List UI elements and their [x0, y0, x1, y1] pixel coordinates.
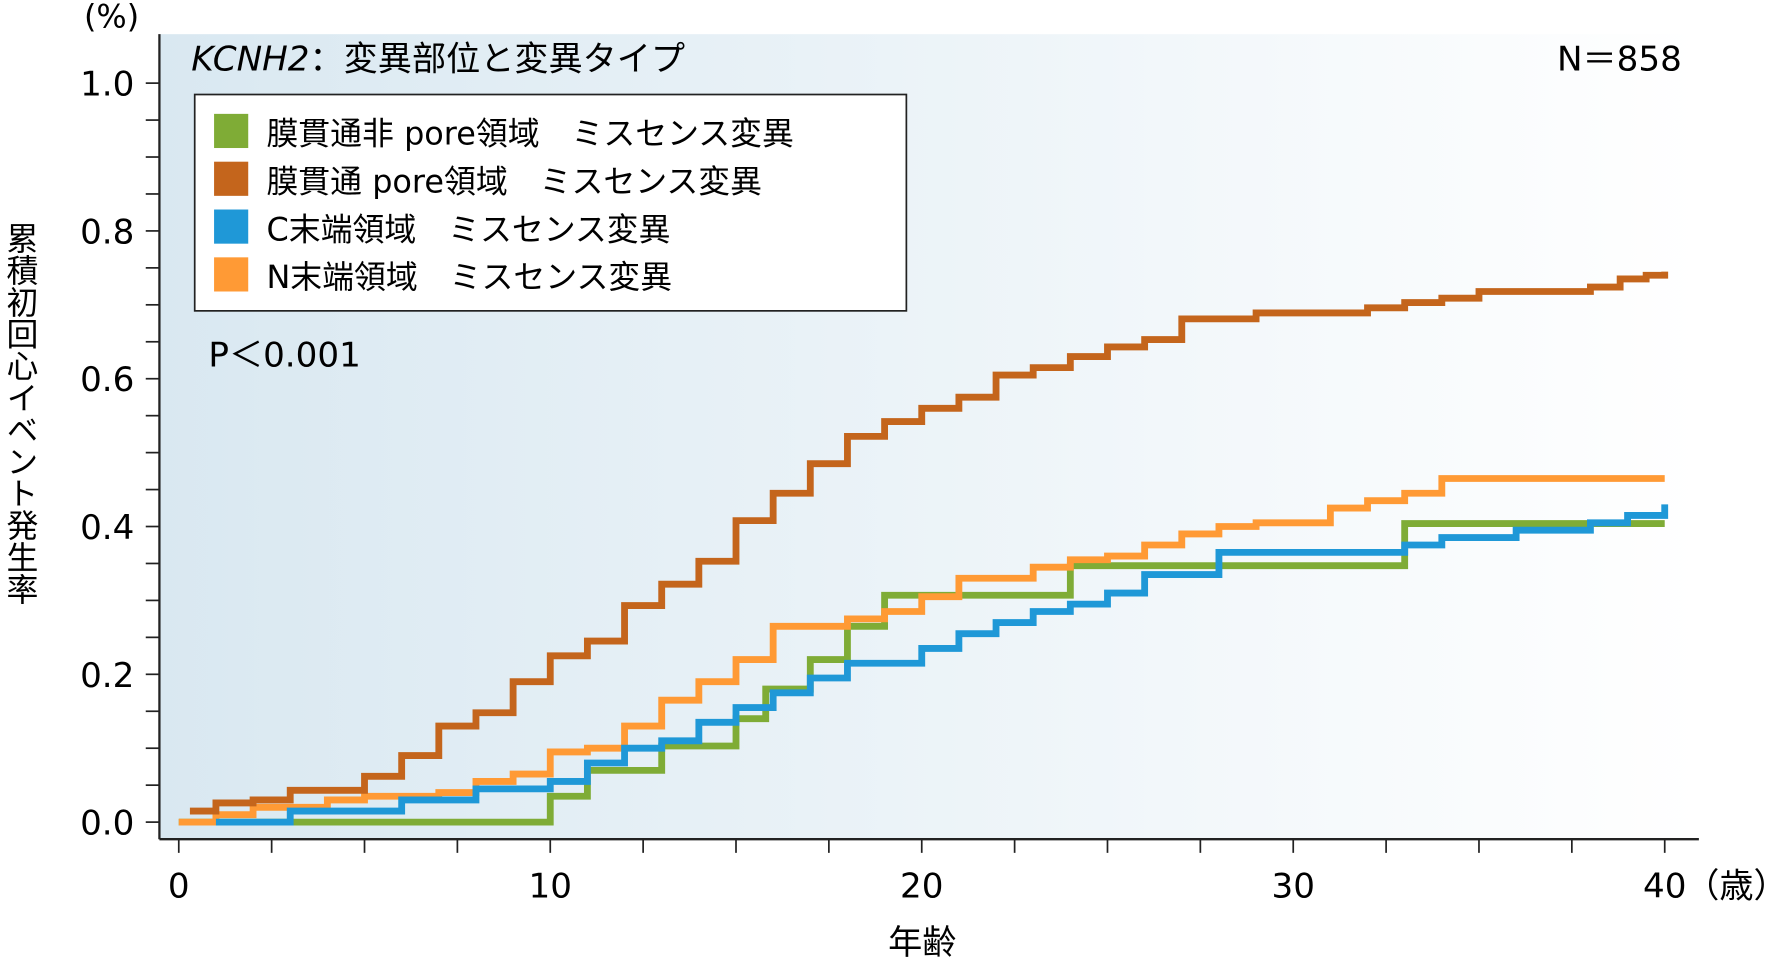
legend-label: 膜貫通 pore領域 ミスセンス変異 — [266, 162, 762, 200]
n-label: N＝858 — [1557, 40, 1682, 80]
series-line-3 — [178, 475, 1665, 826]
series-line-1 — [189, 271, 1669, 815]
y-tick-label: 0.6 — [80, 360, 134, 400]
y-tick-label: 0.0 — [80, 804, 134, 844]
y-tick-label: 0.4 — [80, 508, 134, 548]
series-line-2 — [215, 504, 1669, 826]
legend-box — [193, 93, 908, 312]
chart-title: KCNH2：変異部位と変異タイプ — [191, 40, 685, 80]
legend-label: N末端領域 ミスセンス変異 — [266, 258, 672, 296]
title-rest: ：変異部位と変異タイプ — [310, 40, 686, 80]
y-tick-label: 0.8 — [80, 212, 134, 252]
legend-swatch — [214, 113, 249, 149]
legend-label: 膜貫通非 pore領域 ミスセンス変異 — [266, 115, 794, 153]
gene-name: KCNH2 — [191, 40, 309, 80]
x-axis-label: 年齢 — [888, 923, 956, 963]
y-tick-label: 1.0 — [80, 65, 134, 105]
legend-swatch — [214, 161, 249, 196]
legend-swatch — [214, 257, 249, 292]
p-value: P＜0.001 — [208, 336, 360, 376]
x-unit: （歳） — [1685, 866, 1782, 906]
y-tick-label: 0.2 — [80, 656, 134, 696]
x-tick-label: 10 — [529, 866, 572, 906]
y-axis-label: 累積初回心イベント発生率 — [1, 222, 39, 605]
x-tick-label: 0 — [168, 866, 190, 906]
legend-label: C末端領域 ミスセンス変異 — [266, 210, 670, 248]
x-tick-label: 20 — [900, 866, 943, 906]
x-tick-label: 30 — [1272, 866, 1315, 906]
y-unit: (%) — [84, 0, 139, 35]
legend-swatch — [214, 209, 249, 244]
x-tick-label: 40 — [1643, 866, 1686, 906]
